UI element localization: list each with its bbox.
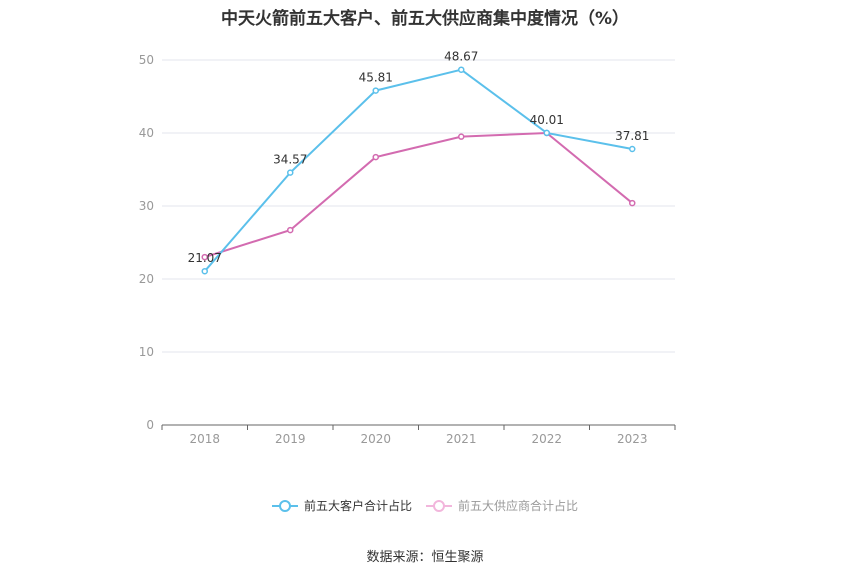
- x-tick-label: 2021: [446, 432, 477, 446]
- data-label: 48.67: [444, 50, 478, 64]
- data-point: [287, 226, 294, 234]
- legend-label-customers: 前五大客户合计占比: [303, 499, 412, 513]
- data-label: 34.57: [273, 153, 307, 167]
- series-line-1: [204, 131, 633, 259]
- y-tick-label: 50: [139, 53, 154, 67]
- x-tick-label: 2023: [617, 432, 648, 446]
- data-point: [458, 133, 465, 140]
- data-point: [458, 66, 465, 73]
- data-point: [287, 169, 294, 176]
- legend-marker-customers: [271, 499, 298, 512]
- legend-label-suppliers: 前五大供应商合计占比: [458, 499, 579, 513]
- data-label: 40.01: [530, 113, 564, 127]
- data-point: [629, 199, 636, 207]
- y-tick-label: 40: [139, 126, 154, 140]
- chart-title: 中天火箭前五大客户、前五大供应商集中度情况（%）: [220, 9, 630, 29]
- y-tick-label: 10: [139, 345, 154, 359]
- legend-item-customers[interactable]: 前五大客户合计占比: [271, 497, 412, 514]
- x-tick-label: 2019: [275, 432, 306, 446]
- y-tick-label: 20: [139, 272, 154, 286]
- data-point: [372, 87, 379, 94]
- x-tick-label: 2018: [189, 432, 220, 446]
- y-tick-label: 0: [146, 418, 154, 432]
- x-tick-label: 2020: [360, 432, 391, 446]
- data-point: [372, 153, 379, 161]
- data-label: 21.07: [188, 251, 222, 265]
- data-label: 45.81: [359, 71, 393, 85]
- legend-marker-suppliers: [426, 499, 452, 512]
- data-point: [201, 253, 208, 261]
- data-point: [201, 267, 208, 275]
- data-label: 37.81: [615, 129, 649, 143]
- x-tick-label: 2022: [531, 432, 562, 446]
- y-tick-label: 30: [139, 199, 154, 213]
- series-line-0: [203, 68, 633, 272]
- data-point: [629, 145, 636, 153]
- legend-item-suppliers[interactable]: 前五大供应商合计占比: [426, 497, 578, 514]
- data-point: [543, 129, 550, 137]
- legend: 前五大客户合计占比 前五大供应商合计占比: [0, 497, 850, 514]
- source-note: 数据来源：恒生聚源: [366, 550, 484, 565]
